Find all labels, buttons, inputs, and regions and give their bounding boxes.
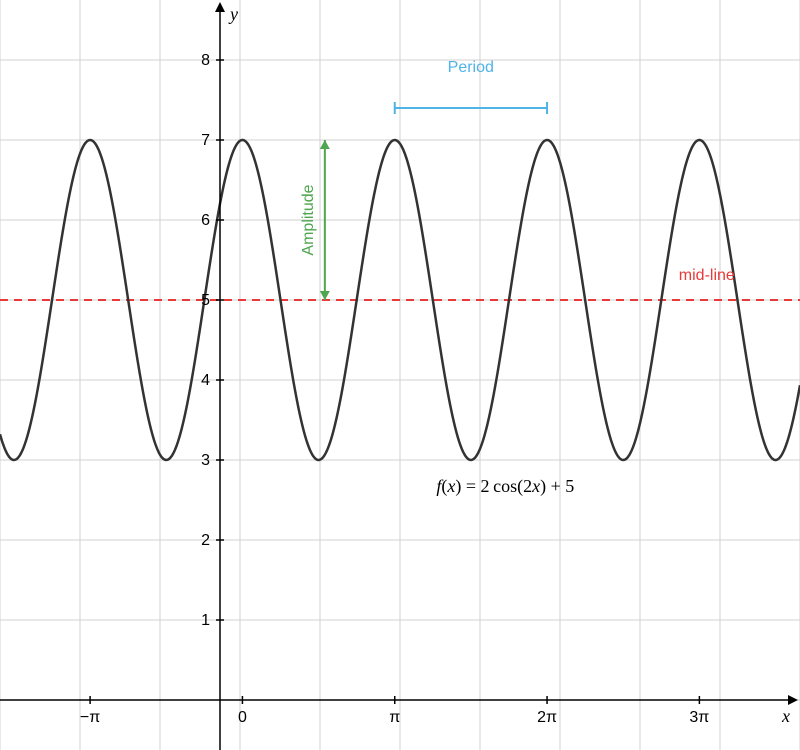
amplitude-label: Amplitude (300, 184, 317, 255)
amplitude-arrowhead-down (320, 291, 330, 300)
function-formula: f(x) = 2 cos(2x) + 5 (436, 476, 574, 497)
y-tick-label: 4 (201, 372, 210, 389)
y-tick-label: 1 (201, 612, 210, 629)
y-axis-label: y (228, 4, 238, 24)
x-tick-label: 2π (537, 709, 557, 726)
y-tick-label: 7 (201, 132, 210, 149)
y-tick-label: 3 (201, 452, 210, 469)
x-tick-label: π (389, 709, 400, 726)
x-axis-label: x (781, 706, 790, 726)
period-label: Period (448, 59, 494, 76)
y-axis-arrow (215, 2, 225, 12)
x-tick-label: 0 (238, 709, 247, 726)
trig-function-chart: x y −π 0 π 2π 3π 1 2 3 4 5 6 7 8 Amplitude Period mid-lin… (0, 0, 800, 750)
midline-label: mid-line (679, 267, 735, 284)
x-axis-arrow (788, 695, 798, 705)
y-tick-label: 2 (201, 532, 210, 549)
x-tick-label: −π (80, 709, 100, 726)
amplitude-arrowhead-up (320, 140, 330, 149)
y-tick-label: 5 (201, 292, 210, 309)
y-tick-label: 8 (201, 52, 210, 69)
y-tick-label: 6 (201, 212, 210, 229)
x-tick-label: 3π (689, 709, 709, 726)
